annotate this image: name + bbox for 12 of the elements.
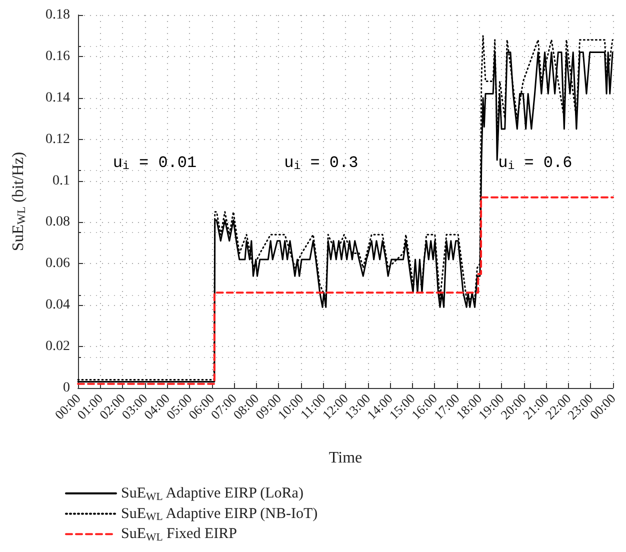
y-tick-label: 0.02: [46, 339, 70, 354]
y-tick-label: 0.06: [46, 256, 70, 272]
y-tick-label: 0.18: [46, 8, 70, 22]
y-tick-label: 0.08: [46, 214, 70, 230]
y-tick-label: 0.14: [46, 90, 70, 106]
y-axis-title: SuEWL (bit/Hz): [10, 152, 28, 252]
y-tick-label: 0.12: [46, 132, 70, 147]
x-axis-title: Time: [328, 450, 362, 466]
y-tick-label: 0: [63, 380, 70, 396]
y-tick-label: 0.16: [46, 48, 70, 64]
y-tick-label: 0.1: [52, 173, 70, 188]
y-tick-label: 0.04: [46, 298, 70, 313]
